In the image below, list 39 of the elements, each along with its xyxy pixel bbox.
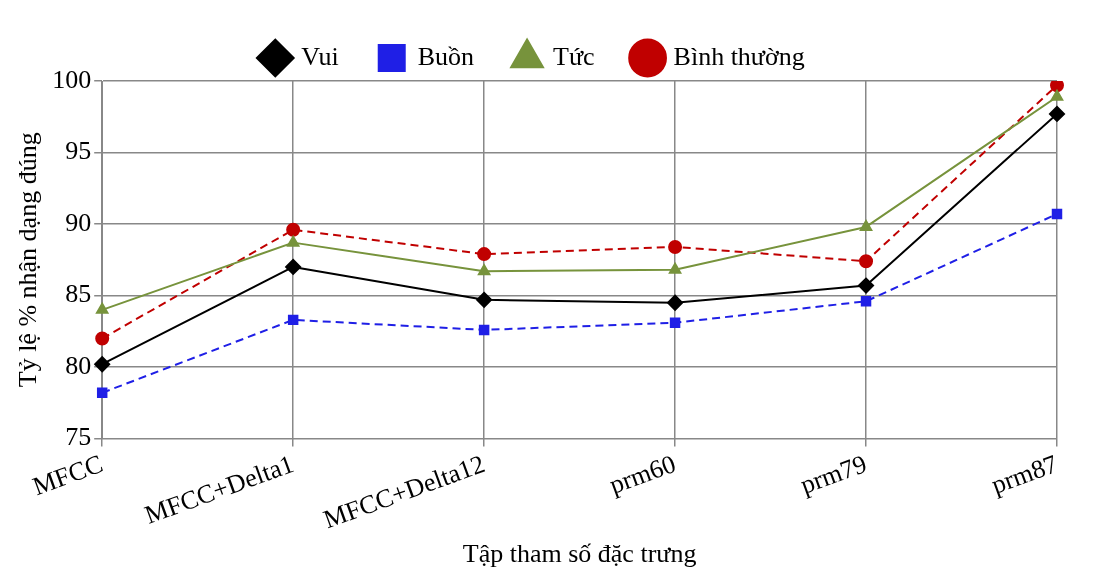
legend-label: Vui [301, 41, 339, 71]
legend-label: Bình thường [673, 41, 805, 71]
point [286, 222, 301, 237]
point [285, 258, 302, 275]
point [96, 387, 108, 399]
point [667, 294, 684, 311]
point [287, 314, 299, 326]
y-axis-title: Tỷ lệ % nhận dạng đúng [13, 132, 43, 388]
point [476, 291, 493, 308]
point [858, 277, 875, 294]
point [478, 324, 490, 336]
x-tick-label: prm79 [796, 449, 871, 500]
point [96, 302, 109, 314]
legend-label: Buồn [417, 41, 475, 71]
point [859, 254, 874, 269]
y-tick-label: 90 [65, 207, 92, 237]
x-tick-label: prm60 [605, 449, 680, 500]
point [477, 264, 491, 276]
x-tick-label: MFCC [28, 449, 107, 502]
y-tick-label: 85 [65, 279, 92, 309]
point [477, 247, 492, 262]
point [1051, 208, 1063, 220]
legend-label: Tức [553, 41, 595, 71]
point [668, 239, 683, 254]
point [94, 356, 111, 373]
point [859, 219, 873, 231]
y-tick-label: 100 [52, 64, 92, 94]
point [286, 235, 300, 247]
point [1050, 89, 1064, 101]
point [860, 296, 872, 307]
y-tick-label: 80 [65, 350, 92, 380]
point [668, 262, 682, 274]
point [95, 331, 110, 346]
x-axis-title: Tập tham số đặc trưng [462, 539, 697, 569]
x-tick-label: prm87 [987, 449, 1062, 500]
y-tick-label: 75 [65, 422, 92, 452]
point [669, 317, 681, 328]
point [1049, 105, 1065, 122]
y-tick-label: 95 [65, 136, 92, 166]
